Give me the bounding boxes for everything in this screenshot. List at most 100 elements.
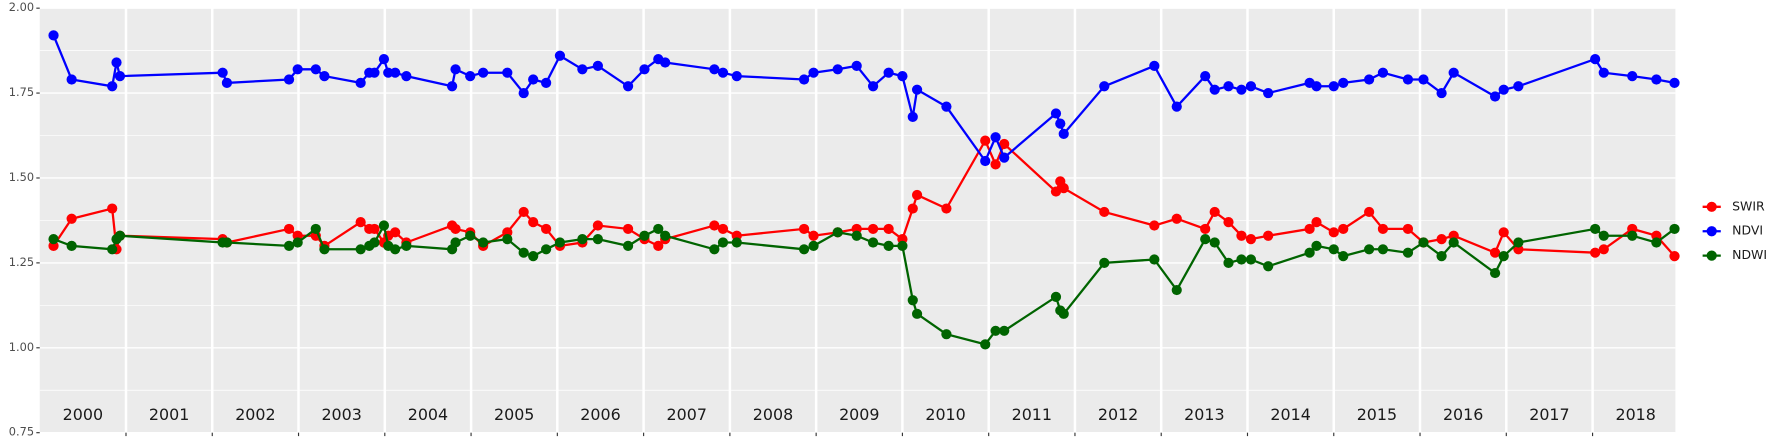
data-point (401, 70, 412, 82)
data-point (1099, 81, 1110, 92)
data-point (1050, 186, 1062, 197)
data-point (1418, 237, 1429, 248)
data-point (283, 74, 295, 85)
data-point (1651, 74, 1662, 85)
data-point (478, 237, 489, 248)
data-point (369, 223, 380, 235)
year-label: 2001 (149, 405, 189, 424)
data-point (478, 67, 489, 78)
data-point (390, 67, 401, 78)
data-point (1498, 84, 1509, 95)
data-point (717, 223, 729, 235)
data-point (1489, 91, 1501, 102)
data-point (292, 64, 303, 75)
data-point (1311, 217, 1322, 228)
data-point (1245, 254, 1257, 265)
data-point (1402, 247, 1414, 258)
data-point (1377, 223, 1389, 235)
data-point (1590, 223, 1601, 235)
year-label: 2014 (1270, 405, 1310, 424)
data-point (577, 64, 588, 75)
data-point (1669, 223, 1680, 235)
data-point (1263, 230, 1274, 241)
data-point (592, 220, 603, 231)
data-point (1328, 81, 1339, 92)
year-label: 2008 (753, 405, 793, 424)
data-point (1338, 250, 1349, 262)
data-point (1590, 54, 1601, 65)
data-point (709, 244, 720, 255)
data-point (1590, 247, 1601, 258)
data-point (1448, 67, 1459, 78)
data-point (221, 237, 233, 248)
data-point (390, 227, 401, 238)
data-point (808, 240, 819, 252)
data-point (980, 339, 991, 350)
data-point (528, 250, 539, 262)
data-point (66, 240, 77, 252)
data-point (1448, 237, 1459, 248)
y-tick-label: 1.75 (9, 85, 34, 99)
data-point (808, 67, 819, 78)
data-point (292, 237, 303, 248)
data-point (1055, 118, 1066, 129)
data-point (660, 57, 671, 68)
data-point (851, 60, 862, 72)
data-point (907, 111, 918, 122)
data-point (1598, 230, 1609, 241)
data-point (401, 240, 412, 252)
legend-label: NDWI (1732, 247, 1767, 262)
data-point (1223, 217, 1234, 228)
data-point (1245, 81, 1257, 92)
data-point (502, 67, 513, 78)
data-point (541, 223, 552, 235)
data-point (867, 237, 879, 248)
data-point (1050, 108, 1062, 119)
data-point (1513, 237, 1524, 248)
data-point (355, 244, 366, 255)
data-point (1149, 220, 1160, 231)
data-point (1377, 244, 1389, 255)
data-point (911, 84, 923, 95)
data-point (592, 234, 603, 245)
data-point (319, 244, 330, 255)
data-point (980, 155, 991, 167)
data-point (1223, 257, 1234, 268)
data-point (941, 101, 952, 112)
data-point (1223, 81, 1234, 92)
data-point (1377, 67, 1389, 78)
data-point (911, 308, 923, 319)
data-point (1050, 291, 1062, 302)
data-point (369, 237, 380, 248)
y-tick-label: 1.25 (9, 255, 34, 269)
data-point (107, 244, 118, 255)
data-point (577, 234, 588, 245)
data-point (832, 64, 843, 75)
data-point (355, 77, 366, 88)
data-point (1236, 254, 1247, 265)
y-tick-label: 2.00 (9, 0, 34, 14)
data-point (851, 230, 862, 241)
data-point (660, 230, 671, 241)
data-point (283, 240, 295, 252)
data-point (639, 64, 650, 75)
data-point (310, 223, 321, 235)
legend-label: NDVI (1732, 223, 1763, 238)
data-point (528, 217, 539, 228)
legend-marker (1706, 226, 1717, 237)
data-point (48, 30, 59, 41)
data-point (1058, 128, 1069, 139)
data-point (1598, 67, 1609, 78)
data-point (1328, 244, 1339, 255)
data-point (990, 132, 1001, 143)
data-point (1263, 261, 1274, 272)
data-point (1669, 250, 1680, 262)
data-point (1200, 234, 1211, 245)
legend-marker (1706, 201, 1717, 212)
data-point (1099, 257, 1110, 268)
data-point (907, 203, 918, 214)
y-tick-label: 1.00 (9, 340, 34, 354)
data-point (554, 237, 566, 248)
year-label: 2011 (1012, 405, 1052, 424)
year-label: 2003 (321, 405, 361, 424)
